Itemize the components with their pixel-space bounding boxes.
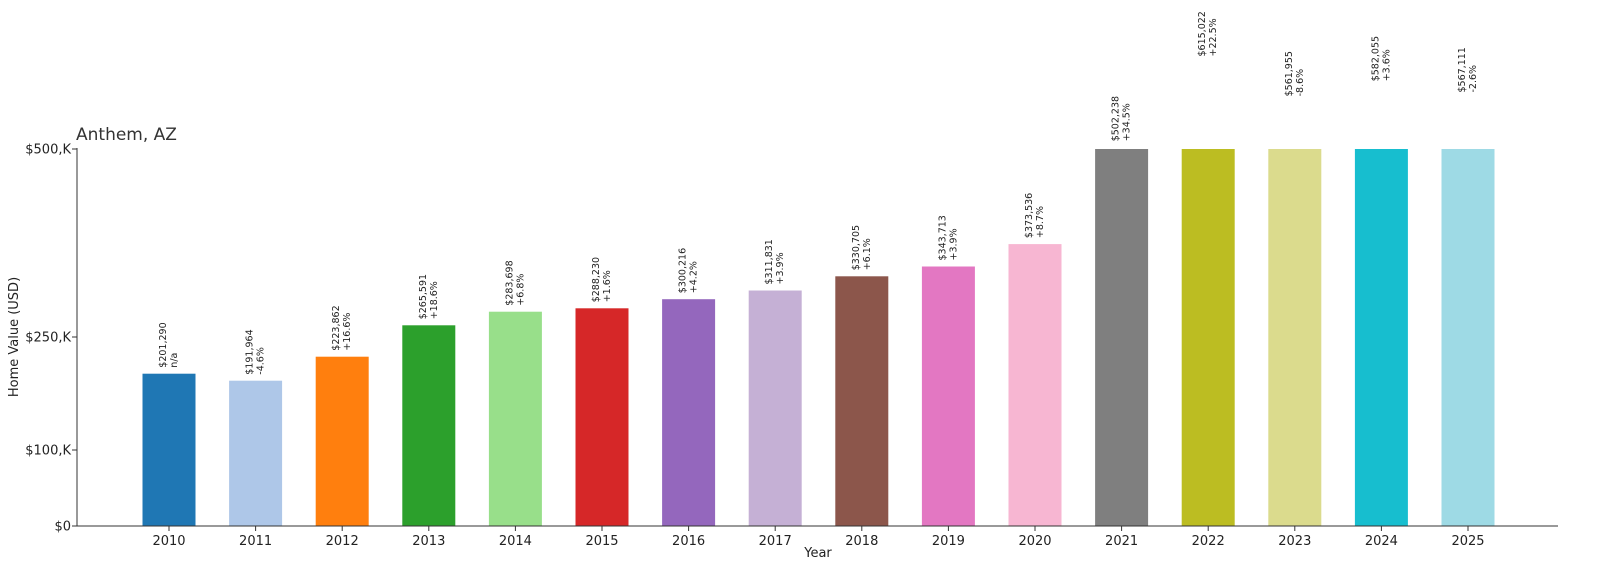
change-label: +8.7% [1035,206,1046,238]
data-label-2023: $561,955 -8.6% [1284,51,1306,96]
value-label: $300,216 [678,248,689,293]
data-label-2010: $201,290 n/a [158,322,180,367]
change-label: +16.6% [342,313,353,351]
change-label: -4.6% [256,347,267,375]
change-label: +1.6% [602,270,613,302]
bar-2022 [1181,149,1235,526]
value-label: $288,230 [591,257,602,302]
bar-2016 [662,299,716,526]
data-label-2019: $343,713 +3.9% [937,215,959,260]
x-tick-label: 2025 [1451,534,1484,549]
bar-2017 [748,290,802,526]
value-label: $582,055 [1370,36,1381,81]
x-tick-label: 2023 [1278,534,1311,549]
bar-2024 [1354,149,1408,526]
change-label: +3.9% [948,228,959,260]
change-label: +6.8% [515,274,526,306]
bar-2010 [142,373,196,526]
value-label: $191,964 [245,329,256,374]
x-axis-label: Year [803,546,832,561]
x-tick-label: 2021 [1105,534,1138,549]
value-label: $330,705 [851,225,862,270]
bar-2014 [488,311,542,526]
data-label-2017: $311,831 +3.9% [764,239,786,284]
chart-title: Anthem, AZ [76,125,177,145]
value-label: $567,111 [1457,47,1468,92]
bar-2013 [402,325,456,526]
data-label-2015: $288,230 +1.6% [591,257,613,302]
data-label-2020: $373,536 +8.7% [1024,193,1046,238]
x-tick-label: 2012 [326,534,359,549]
data-labels-layer: $201,290 n/a $191,964 -4.6%$223,862 +16.6%$2… [158,11,1479,375]
x-ticks-layer: 2010 2011 2012 2013 2014 2015 2016 2017 2018 2019… [152,526,1485,549]
data-label-2025: $567,111 -2.6% [1457,47,1479,92]
value-label: $265,591 [418,274,429,319]
value-label: $201,290 [158,322,169,367]
data-label-2021: $502,238 +34.5% [1111,96,1133,141]
change-label: +22.5% [1208,18,1219,56]
x-tick-label: 2014 [499,534,532,549]
data-label-2022: $615,022 +22.5% [1197,11,1219,56]
value-label: $311,831 [764,239,775,284]
x-tick-label: 2010 [152,534,185,549]
data-label-2018: $330,705 +6.1% [851,225,873,270]
change-label: -8.6% [1295,69,1306,97]
data-label-2012: $223,862 +16.6% [331,305,353,350]
data-label-2014: $283,698 +6.8% [504,260,526,305]
x-tick-label: 2011 [239,534,272,549]
x-tick-label: 2013 [412,534,445,549]
change-label: -2.6% [1468,65,1479,93]
x-tick-label: 2015 [585,534,618,549]
y-axis-label: Home Value (USD) [7,277,22,397]
bar-2015 [575,308,629,526]
x-tick-label: 2020 [1018,534,1051,549]
change-label: +4.2% [689,261,700,293]
bar-2021 [1095,149,1149,526]
x-tick-label: 2017 [759,534,792,549]
data-label-2024: $582,055 +3.6% [1370,36,1392,81]
x-tick-label: 2022 [1192,534,1225,549]
bar-2018 [835,276,889,526]
bar-2023 [1268,149,1322,526]
change-label: +6.1% [862,238,873,270]
bars-layer [142,149,1495,526]
y-tick-label: $100,K [25,444,71,459]
data-label-2013: $265,591 +18.6% [418,274,440,319]
change-label: +34.5% [1122,103,1133,141]
change-label: +3.6% [1381,49,1392,81]
y-tick-label: $250,K [25,331,71,346]
value-label: $283,698 [504,260,515,305]
y-tick-label: $500,K [25,143,71,158]
change-label: n/a [169,353,180,368]
bar-2012 [315,356,369,526]
x-tick-label: 2024 [1365,534,1398,549]
x-tick-label: 2018 [845,534,878,549]
data-label-2016: $300,216 +4.2% [678,248,700,293]
bar-2019 [921,266,975,526]
value-label: $373,536 [1024,193,1035,238]
data-label-2011: $191,964 -4.6% [245,329,267,374]
change-label: +18.6% [429,281,440,319]
bar-2020 [1008,244,1062,526]
value-label: $615,022 [1197,11,1208,56]
bar-2011 [229,380,283,526]
value-label: $502,238 [1111,96,1122,141]
change-label: +3.9% [775,252,786,284]
x-tick-label: 2019 [932,534,965,549]
value-label: $223,862 [331,305,342,350]
bar-2025 [1441,149,1495,526]
value-label: $343,713 [937,215,948,260]
y-tick-label: $0 [54,520,71,535]
x-tick-label: 2016 [672,534,705,549]
y-ticks-layer: $0 $100,K $250,K $500,K [25,143,77,535]
value-label: $561,955 [1284,51,1295,96]
